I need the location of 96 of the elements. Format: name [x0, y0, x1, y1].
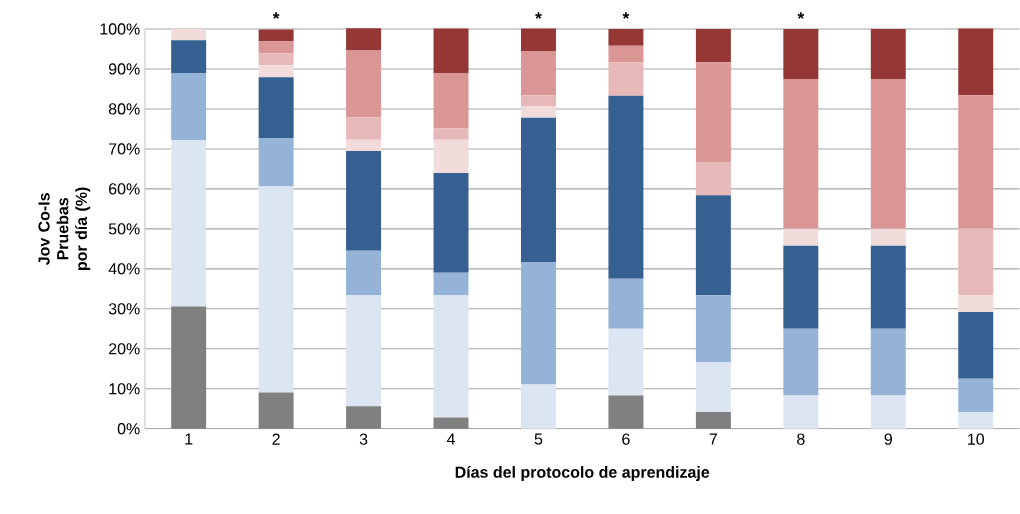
bar	[958, 95, 994, 229]
bar	[433, 28, 469, 74]
bar	[958, 412, 994, 429]
bar	[695, 62, 731, 163]
y-tick-label: 20%	[109, 343, 140, 355]
bar	[870, 245, 906, 329]
bar	[783, 229, 819, 246]
bar	[870, 328, 906, 396]
bar	[958, 295, 994, 313]
bar	[258, 53, 294, 66]
bar	[520, 95, 556, 107]
bar	[258, 29, 294, 42]
bar	[695, 362, 731, 413]
bar	[346, 139, 382, 152]
bar	[346, 295, 382, 407]
annotation: *	[622, 12, 630, 19]
bar	[608, 95, 644, 279]
bar	[171, 29, 207, 41]
annotation: *	[535, 12, 542, 19]
x-axis-title: Días del protocolo de aprendizaje	[455, 466, 710, 482]
y-tick-label: 60%	[109, 183, 140, 195]
y-axis-title: Jov Co-Is Pruebas por día (%)	[38, 187, 91, 271]
bar	[870, 229, 906, 246]
y-tick-label: 100%	[100, 23, 140, 35]
bar	[520, 106, 556, 118]
x-tick-label: 10	[968, 433, 985, 445]
y-tick-label: 90%	[108, 63, 140, 75]
x-tick-label: 4	[446, 433, 455, 445]
bar	[171, 140, 207, 307]
bar	[258, 392, 294, 429]
y-tick-label: 10%	[109, 383, 140, 395]
bar	[608, 62, 644, 96]
x-tick-label: 3	[359, 433, 368, 445]
y-tick-label: 70%	[109, 143, 140, 155]
bar	[433, 73, 469, 129]
bar	[870, 395, 906, 429]
bar	[346, 50, 382, 118]
y-tick-label: 40%	[108, 263, 140, 275]
bar	[608, 328, 644, 396]
x-tick-label: 5	[534, 433, 543, 445]
bar	[958, 378, 994, 413]
bar	[870, 29, 906, 80]
bar	[171, 40, 207, 74]
y-tick-label: 30%	[108, 303, 140, 315]
annotation: *	[272, 12, 280, 19]
bar	[608, 29, 644, 46]
bar	[171, 73, 207, 141]
bar	[258, 65, 294, 78]
x-tick-label: 9	[884, 433, 892, 445]
bar	[958, 312, 994, 379]
bar	[433, 417, 469, 429]
bar	[783, 79, 819, 230]
x-tick-label: 7	[709, 433, 718, 445]
bar	[258, 138, 294, 187]
x-tick-label: 1	[185, 433, 193, 445]
bar	[520, 117, 556, 263]
bar	[346, 406, 382, 429]
bar	[433, 272, 469, 296]
bar	[695, 295, 731, 363]
bar	[783, 29, 819, 80]
bar	[695, 29, 731, 63]
bar	[783, 328, 819, 396]
bar	[695, 162, 731, 196]
bar	[520, 28, 556, 52]
bar	[870, 79, 906, 230]
bar	[258, 186, 294, 393]
x-tick-label: 2	[272, 433, 280, 445]
bar	[433, 128, 469, 140]
bar	[258, 41, 294, 54]
bar	[608, 278, 644, 329]
bar	[783, 395, 819, 429]
bar	[520, 262, 556, 385]
bar	[520, 384, 556, 429]
annotation: *	[797, 12, 805, 19]
bar	[695, 195, 731, 296]
bar	[346, 251, 382, 296]
bar	[783, 245, 819, 329]
bar	[608, 45, 644, 63]
y-tick-label: 80%	[108, 103, 140, 115]
bar	[346, 28, 382, 51]
bar	[695, 412, 731, 429]
bar	[520, 51, 556, 96]
x-tick-label: 8	[797, 433, 805, 445]
bar	[433, 295, 469, 418]
bar	[346, 117, 382, 140]
y-tick-label: 50%	[108, 223, 140, 235]
bar	[346, 151, 382, 251]
bar	[433, 173, 469, 273]
bar	[258, 77, 294, 139]
x-tick-label: 6	[622, 433, 630, 445]
bar	[433, 139, 469, 174]
bar	[171, 306, 207, 429]
bar	[958, 228, 994, 296]
bar	[608, 395, 644, 429]
y-tick-label: 0%	[117, 423, 140, 435]
bar	[958, 28, 994, 96]
